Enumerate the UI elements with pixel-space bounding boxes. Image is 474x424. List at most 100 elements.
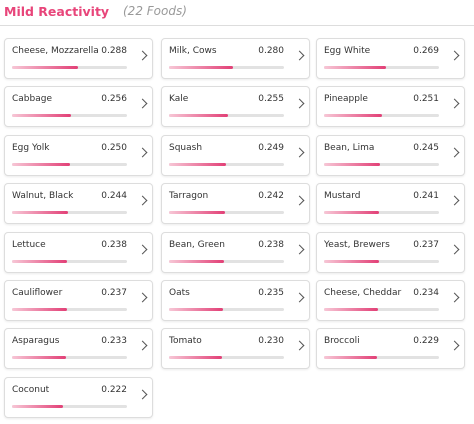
- bar-fill: [324, 211, 380, 215]
- food-card[interactable]: Coconut 0.222: [4, 376, 153, 418]
- bar-track: [169, 162, 284, 166]
- bar-fill: [12, 356, 66, 360]
- bar-track: [169, 66, 284, 69]
- bar-track: [12, 211, 127, 215]
- food-name: Bean, Green: [169, 239, 225, 250]
- food-card[interactable]: Egg Yolk 0.250: [4, 134, 153, 176]
- food-value: 0.222: [101, 384, 127, 395]
- food-card[interactable]: Yeast, Brewers 0.237: [316, 231, 465, 273]
- bar-track: [169, 308, 284, 311]
- food-card[interactable]: Squash 0.249: [161, 134, 310, 176]
- food-name: Tomato: [169, 336, 202, 347]
- food-card[interactable]: Walnut, Black 0.244: [4, 183, 153, 225]
- food-card[interactable]: Cauliflower 0.237: [4, 280, 153, 321]
- chevron: [294, 147, 305, 158]
- bar-track: [12, 308, 127, 311]
- chevron: [294, 195, 305, 206]
- bar-fill: [169, 114, 228, 118]
- food-name: Egg Yolk: [12, 142, 50, 153]
- bar-track: [324, 66, 439, 69]
- food-value: 0.241: [413, 191, 439, 202]
- chevron: [294, 292, 305, 303]
- food-name: Asparagus: [12, 336, 60, 347]
- subtitle: (22 Foods): [123, 4, 187, 18]
- food-value: 0.238: [258, 239, 284, 250]
- food-name: Kale: [169, 94, 189, 105]
- food-card[interactable]: Bean, Green 0.238: [161, 231, 310, 273]
- chevron: [137, 147, 148, 158]
- chevron: [294, 98, 305, 109]
- chevron: [137, 50, 148, 61]
- food-card[interactable]: Cheese, Cheddar 0.234: [316, 280, 465, 321]
- bar-track: [12, 404, 127, 408]
- chevron: [449, 195, 460, 206]
- bar-fill: [169, 259, 224, 263]
- food-value: 0.234: [413, 288, 439, 298]
- food-value: 0.229: [413, 336, 439, 347]
- bar-track: [169, 211, 284, 215]
- food-card[interactable]: Cheese, Mozzarella 0.288: [4, 38, 153, 79]
- bar-track: [169, 356, 284, 360]
- food-name: Tarragon: [169, 191, 209, 202]
- food-value: 0.235: [258, 288, 284, 298]
- food-value: 0.256: [101, 94, 127, 105]
- chevron: [294, 50, 305, 61]
- food-name: Oats: [169, 288, 190, 298]
- bar-track: [169, 259, 284, 263]
- chevron: [137, 292, 148, 303]
- bar-fill: [169, 356, 222, 360]
- chevron: [449, 98, 460, 109]
- chevron: [137, 195, 148, 206]
- food-card[interactable]: Pineapple 0.251: [316, 86, 465, 128]
- bar-fill: [324, 308, 378, 311]
- bar-fill: [169, 162, 227, 166]
- bar-track: [12, 66, 127, 69]
- food-value: 0.245: [413, 142, 439, 153]
- chevron: [137, 340, 148, 351]
- bar-fill: [12, 259, 67, 263]
- food-card[interactable]: Kale 0.255: [161, 86, 310, 128]
- food-value: 0.242: [258, 191, 284, 202]
- bar-fill: [169, 211, 225, 215]
- food-value: 0.250: [101, 142, 127, 153]
- bar-track: [12, 356, 127, 360]
- bar-track: [12, 259, 127, 263]
- food-name: Walnut, Black: [12, 191, 74, 202]
- food-name: Pineapple: [324, 94, 368, 105]
- bar-fill: [12, 114, 71, 118]
- bar-fill: [12, 66, 79, 69]
- food-card[interactable]: Cabbage 0.256: [4, 86, 153, 128]
- food-card[interactable]: Tomato 0.230: [161, 328, 310, 370]
- food-card[interactable]: Tarragon 0.242: [161, 183, 310, 225]
- bar-fill: [12, 162, 70, 166]
- food-name: Cabbage: [12, 94, 52, 105]
- chevron: [449, 147, 460, 158]
- food-card[interactable]: Lettuce 0.238: [4, 231, 153, 273]
- bar-track: [12, 114, 127, 118]
- bar-track: [324, 259, 439, 263]
- food-value: 0.244: [101, 191, 127, 202]
- food-name: Yeast, Brewers: [324, 239, 390, 250]
- food-card[interactable]: Mustard 0.241: [316, 183, 465, 225]
- chevron: [449, 50, 460, 61]
- food-name: Cheese, Mozzarella: [12, 46, 99, 56]
- food-card[interactable]: Bean, Lima 0.245: [316, 134, 465, 176]
- food-card[interactable]: Egg White 0.269: [316, 38, 465, 79]
- food-card[interactable]: Broccoli 0.229: [316, 328, 465, 370]
- bar-fill: [324, 162, 381, 166]
- food-value: 0.230: [258, 336, 284, 347]
- food-value: 0.237: [101, 288, 127, 298]
- food-value: 0.255: [258, 94, 284, 105]
- food-name: Bean, Lima: [324, 142, 375, 153]
- chevron: [449, 340, 460, 351]
- food-card[interactable]: Oats 0.235: [161, 280, 310, 321]
- chevron: [137, 98, 148, 109]
- chevron: [294, 244, 305, 255]
- food-card[interactable]: Milk, Cows 0.280: [161, 38, 310, 79]
- chevron: [137, 244, 148, 255]
- title: Mild Reactivity: [4, 4, 110, 19]
- separator: [0, 25, 474, 26]
- bar-track: [324, 356, 439, 360]
- food-card[interactable]: Asparagus 0.233: [4, 328, 153, 370]
- food-name: Milk, Cows: [169, 46, 217, 56]
